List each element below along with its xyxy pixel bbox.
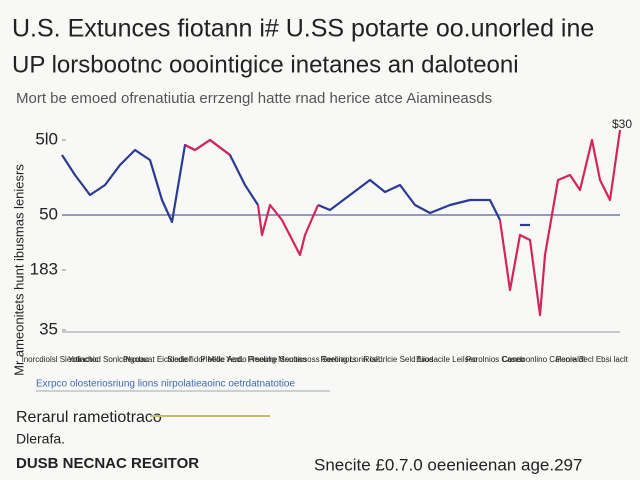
line-series xyxy=(498,129,622,317)
footer-brand: DUSB NECNAC REGITOR xyxy=(16,455,199,472)
x-tick-label: Pleelic Yerdo Reeling Mecoao xyxy=(200,355,307,364)
note: Exrpco olosteriosriung lions nirpolatiea… xyxy=(36,379,295,390)
x-tick-label: Slede fidor Mlde Aod. xyxy=(167,355,243,364)
x-tick-label: Penraldecl Ebsi laclt xyxy=(556,355,629,364)
line-series xyxy=(256,203,320,257)
x-tick-label: Eiiosacile Leilseo xyxy=(416,355,478,364)
footer-right: Snecite £0.7.0 oeenieenan age.297 xyxy=(314,455,582,474)
y-tick-label: 5l0 xyxy=(35,129,58,148)
x-tick-label: Porolnios Caseb xyxy=(466,355,525,364)
line-series xyxy=(184,138,231,156)
line-series xyxy=(61,138,259,224)
x-tick-label: Roedrlcie Seld fuod xyxy=(364,355,434,364)
y-tick-label: 183 xyxy=(30,259,58,278)
chart-description: Mort be emoed ofrenatiutia errzengl hatt… xyxy=(16,90,492,107)
y-tick-label: 50 xyxy=(39,204,58,223)
line-series xyxy=(317,178,501,221)
y-axis-label: Mr ameonitets hunt ibusmas leniesrs xyxy=(11,164,26,376)
chart-title: U.S. Extunces fiotann i# U.SS potarte oo… xyxy=(12,15,594,43)
x-tick-label: lnorcdiolsl Sleotinchic xyxy=(22,355,98,364)
x-tick-label: Prsouhe Ssulticsoss Seroiaors xyxy=(248,355,357,364)
chart-subtitle: UP lorsbootnc ooointigice inetanes an da… xyxy=(12,51,519,78)
x-tick-label: Yoliaotod Sonlcdecdac xyxy=(68,355,149,364)
footer-small: Dlerafa. xyxy=(16,431,65,447)
corner-label: $30 xyxy=(612,117,632,131)
source: Rerarul rametiotraco xyxy=(16,409,162,426)
x-tick-label: Conooonlino Calooie 3l xyxy=(502,355,585,364)
x-tick-label: Plgoouat Eiclocdiol xyxy=(123,355,191,364)
y-tick-label: 35 xyxy=(39,319,58,338)
x-tick-label: Roeling Lorin Isl! xyxy=(320,355,380,364)
